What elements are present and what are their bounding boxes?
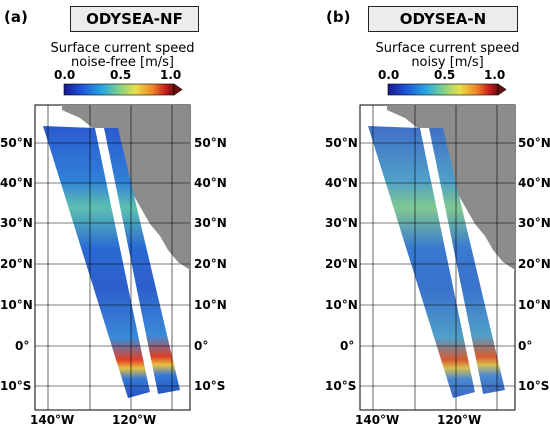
panel-a-lat-left-50n: 50°N (0, 136, 33, 150)
panel-b-lat-left-0: 0° (340, 339, 355, 353)
panel-a-colorbar-tick-2: 1.0 (160, 68, 182, 82)
panel-b-lon-120w: 120°W (437, 413, 482, 427)
panel-b-letter: (b) (326, 8, 351, 26)
panel-b-lat-left-50n: 50°N (325, 136, 358, 150)
panel-b-swath-right (429, 128, 505, 394)
panel-b-lat-left-20n: 20°N (325, 257, 358, 271)
panel-a-colorbar-tick-1: 0.5 (110, 68, 132, 82)
panel-b-lat-right-10s: 10°S (518, 379, 550, 393)
panel-a-colorbar-tick-0: 0.0 (54, 68, 76, 82)
panel-b-lon-140w: 140°W (355, 413, 400, 427)
panel-b-colorbar-label-line2: noisy [m/s] (411, 55, 484, 70)
panel-b-gridlines (360, 105, 515, 410)
panel-a-letter: (a) (4, 8, 28, 26)
panel-a-swath-right (104, 128, 180, 394)
panel-b-colorbar-tick-1: 0.5 (434, 68, 456, 82)
panel-a-lat-right-10n: 10°N (194, 298, 227, 312)
panel-a-swath-left (43, 126, 150, 398)
panel-b-lat-left-10s: 10°S (325, 379, 357, 393)
panel-a-lon-120w: 120°W (112, 413, 157, 427)
panel-a-colorbar-label-line1: Surface current speed (50, 41, 195, 56)
panel-b-land (387, 105, 515, 270)
panel-b-colorbar-tick-0: 0.0 (378, 68, 400, 82)
panel-a-land (62, 105, 190, 270)
panel-a-lat-right-30n: 30°N (194, 216, 227, 230)
panel-a-lat-right-0: 0° (194, 339, 209, 353)
panel-a-title: ODYSEA-NF (70, 6, 199, 32)
panel-a-colorbar (63, 83, 183, 96)
panel-b-colorbar (387, 83, 507, 96)
panel-a-lat-right-50n: 50°N (194, 136, 227, 150)
panel-a-lat-left-10n: 10°N (0, 298, 33, 312)
panel-a-lat-left-20n: 20°N (0, 257, 33, 271)
panel-a-lat-right-10s: 10°S (194, 379, 226, 393)
panel-b-title: ODYSEA-N (368, 6, 518, 32)
panel-a-lat-left-30n: 30°N (0, 216, 33, 230)
panel-a-lat-left-40n: 40°N (0, 176, 33, 190)
panel-b-lat-left-30n: 30°N (325, 216, 358, 230)
panel-b-lat-right-0: 0° (518, 339, 533, 353)
panel-a-lon-140w: 140°W (30, 413, 75, 427)
panel-a-lat-right-20n: 20°N (194, 257, 227, 271)
panel-b-lat-right-10n: 10°N (518, 298, 550, 312)
panel-b-colorbar-tick-2: 1.0 (484, 68, 506, 82)
panel-b-lat-right-30n: 30°N (518, 216, 550, 230)
panel-a-lat-left-0: 0° (15, 339, 30, 353)
panel-a-gridlines (35, 105, 190, 410)
panel-a-map (34, 104, 191, 411)
panel-b-swath-left (368, 126, 475, 398)
panel-b-colorbar-label-line1: Surface current speed (375, 41, 520, 56)
panel-b-lat-left-10n: 10°N (325, 298, 358, 312)
panel-b-lat-right-50n: 50°N (518, 136, 550, 150)
panel-b-lat-right-20n: 20°N (518, 257, 550, 271)
panel-a-colorbar-label-line2: noise-free [m/s] (71, 55, 174, 70)
panel-a-lat-right-40n: 40°N (194, 176, 227, 190)
panel-b-lat-right-40n: 40°N (518, 176, 550, 190)
panel-b-map (359, 104, 516, 411)
panel-b-lat-left-40n: 40°N (325, 176, 358, 190)
panel-a-lat-left-10s: 10°S (0, 379, 32, 393)
